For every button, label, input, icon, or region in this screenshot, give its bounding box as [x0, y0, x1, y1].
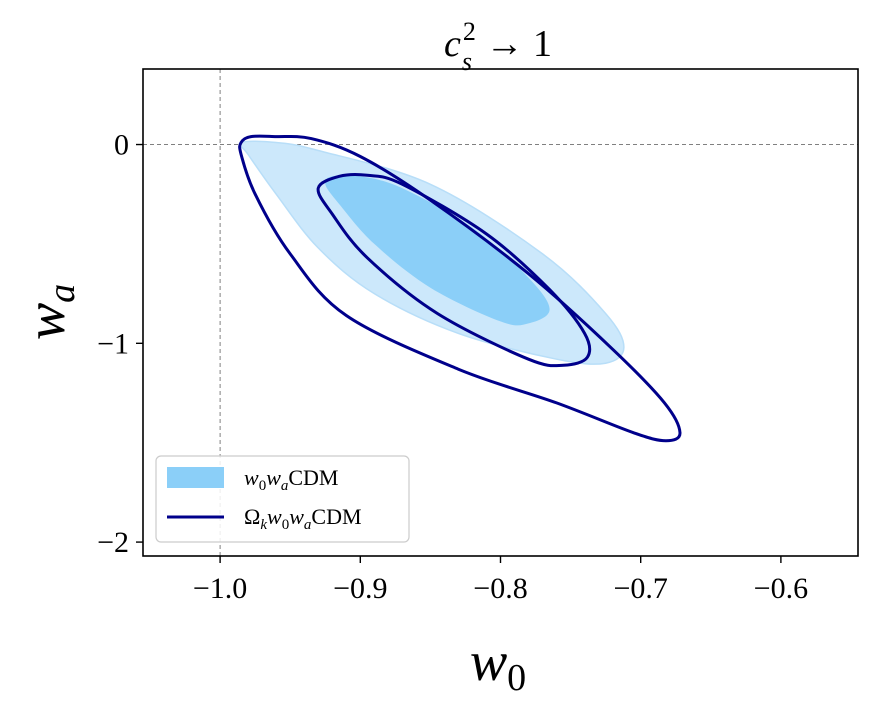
x-tick-label: −0.8: [473, 572, 527, 605]
x-tick-label: −0.7: [613, 572, 667, 605]
series-omegak-w0wacdm: [238, 134, 682, 443]
y-tick-label: 0: [114, 129, 129, 162]
y-axis-ticks: 0 −1 −2: [97, 129, 143, 559]
x-axis-label-text: w0: [470, 631, 526, 699]
y-axis-label: wa: [15, 284, 83, 340]
contour-68-filled: [324, 175, 550, 326]
x-tick-label: −1.0: [193, 572, 247, 605]
plot-area: [143, 69, 858, 556]
x-axis-label: w0: [470, 631, 526, 699]
legend-label-w0wacdm: w0waCDM: [244, 465, 339, 494]
x-tick-label: −0.9: [333, 572, 387, 605]
y-tick-label: −2: [97, 526, 129, 559]
x-axis-ticks: −1.0 −0.9 −0.8 −0.7 −0.6: [193, 556, 808, 605]
title-text: c2 s → 1: [444, 17, 552, 76]
series-w0wacdm: [238, 140, 625, 365]
y-tick-label: −1: [97, 327, 129, 360]
legend-swatch-w0wacdm: [167, 467, 224, 488]
legend: w0waCDM Ωkw0waCDM: [155, 455, 410, 543]
chart-title: c2 s → 1: [444, 17, 552, 76]
contour-95-line: [238, 134, 682, 443]
contour-68-line: [316, 172, 592, 368]
legend-label-omegak-w0wacdm: Ωkw0waCDM: [244, 504, 362, 533]
x-tick-label: −0.6: [754, 572, 808, 605]
y-axis-label-text: wa: [15, 284, 83, 340]
